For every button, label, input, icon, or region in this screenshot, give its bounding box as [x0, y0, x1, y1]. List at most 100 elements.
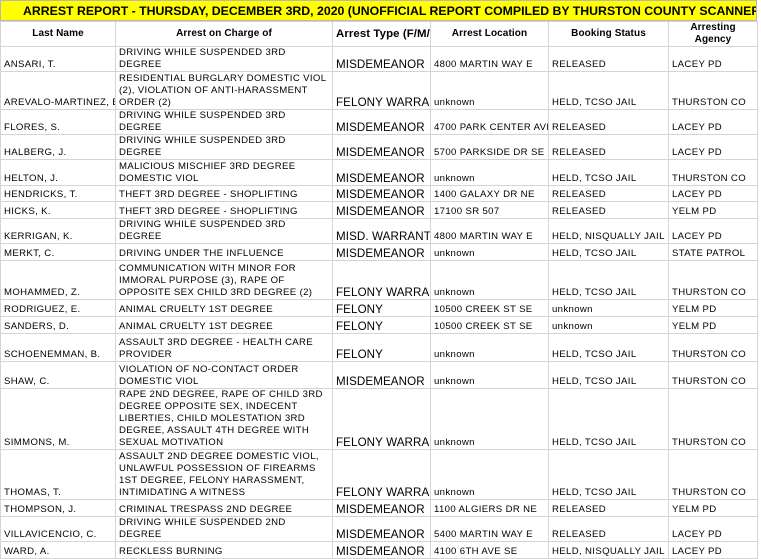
table-cell: 4800 MARTIN WAY E — [430, 218, 549, 244]
table-cell: unknown — [430, 71, 549, 110]
table-cell: WARD, A. — [0, 541, 116, 559]
table-cell: HELD, TCSO JAIL — [548, 159, 669, 186]
table-cell: MISDEMEANOR — [332, 361, 431, 389]
table-cell: RELEASED — [548, 499, 669, 517]
table-row: HELTON, J. MALICIOUS MISCHIEF 3RD DEGREE … — [0, 159, 758, 186]
table-row: SHAW, C. VIOLATION OF NO-CONTACT ORDER DO… — [0, 361, 758, 389]
table-cell: 10500 CREEK ST SE — [430, 299, 549, 317]
table-cell: MISDEMEANOR — [332, 46, 431, 72]
table-cell: MALICIOUS MISCHIEF 3RD DEGREE DOMESTIC V… — [115, 159, 333, 186]
table-cell: THEFT 3RD DEGREE - SHOPLIFTING — [115, 201, 333, 219]
table-cell: HELD, TCSO JAIL — [548, 333, 669, 362]
table-cell: 1400 GALAXY DR NE — [430, 185, 549, 202]
table-row: ANSARI, T. DRIVING WHILE SUSPENDED 3RD DE… — [0, 46, 758, 72]
table-row: MERKT, C. DRIVING UNDER THE INFLUENCE MISD… — [0, 243, 758, 261]
table-row: FLORES, S. DRIVING WHILE SUSPENDED 3RD DE… — [0, 109, 758, 135]
table-cell: MISD. WARRANT — [332, 218, 431, 244]
table-cell: SIMMONS, M. — [0, 388, 116, 450]
table-cell: RELEASED — [548, 46, 669, 72]
table-cell: unknown — [430, 333, 549, 362]
table-cell: HICKS, K. — [0, 201, 116, 219]
table-row: SIMMONS, M. RAPE 2ND DEGREE, RAPE OF CHIL… — [0, 388, 758, 450]
table-cell: HELTON, J. — [0, 159, 116, 186]
table-cell: 1100 ALGIERS DR NE — [430, 499, 549, 517]
table-cell: THURSTON CO — [668, 159, 758, 186]
table-row: THOMPSON, J. CRIMINAL TRESPASS 2ND DEGREE… — [0, 499, 758, 517]
column-header: Arrest on Charge of — [115, 21, 333, 47]
table-row: KERRIGAN, K. DRIVING WHILE SUSPENDED 3RD … — [0, 218, 758, 244]
table-cell: RAPE 2ND DEGREE, RAPE OF CHILD 3RD DEGRE… — [115, 388, 333, 450]
table-cell: 4800 MARTIN WAY E — [430, 46, 549, 72]
table-cell: HELD, TCSO JAIL — [548, 449, 669, 500]
table-row: THOMAS, T. ASSAULT 2ND DEGREE DOMESTIC VI… — [0, 449, 758, 500]
table-row: RODRIGUEZ, E. ANIMAL CRUELTY 1ST DEGREE FE… — [0, 299, 758, 317]
table-cell: ANSARI, T. — [0, 46, 116, 72]
table-cell: unknown — [430, 361, 549, 389]
table-cell: unknown — [548, 299, 669, 317]
table-row: HICKS, K. THEFT 3RD DEGREE - SHOPLIFTING M… — [0, 201, 758, 219]
table-cell: RODRIGUEZ, E. — [0, 299, 116, 317]
table-cell: ASSAULT 2ND DEGREE DOMESTIC VIOL, UNLAWF… — [115, 449, 333, 500]
table-cell: THOMPSON, J. — [0, 499, 116, 517]
table-cell: LACEY PD — [668, 46, 758, 72]
table-cell: unknown — [430, 243, 549, 261]
table-row: SCHOENEMMAN, B. ASSAULT 3RD DEGREE - HEAL… — [0, 333, 758, 362]
table-cell: RELEASED — [548, 201, 669, 219]
table-cell: HELD, TCSO JAIL — [548, 361, 669, 389]
table-cell: THEFT 3RD DEGREE - SHOPLIFTING — [115, 185, 333, 202]
table-cell: SHAW, C. — [0, 361, 116, 389]
table-cell: ASSAULT 3RD DEGREE - HEALTH CARE PROVIDE… — [115, 333, 333, 362]
table-cell: FELONY WARRANT — [332, 449, 431, 500]
table-cell: LACEY PD — [668, 541, 758, 559]
table-cell: THOMAS, T. — [0, 449, 116, 500]
table-cell: FLORES, S. — [0, 109, 116, 135]
table-cell: THURSTON CO — [668, 449, 758, 500]
table-cell: LACEY PD — [668, 516, 758, 542]
table-cell: MISDEMEANOR — [332, 243, 431, 261]
table-cell: SANDERS, D. — [0, 316, 116, 334]
table-row: WARD, A. RECKLESS BURNING MISDEMEANOR 4100 … — [0, 541, 758, 559]
table-cell: CRIMINAL TRESPASS 2ND DEGREE — [115, 499, 333, 517]
table-cell: RELEASED — [548, 134, 669, 160]
table-cell: KERRIGAN, K. — [0, 218, 116, 244]
table-body: ANSARI, T. DRIVING WHILE SUSPENDED 3RD DE… — [0, 46, 758, 559]
table-cell: THURSTON CO — [668, 388, 758, 450]
table-cell: LACEY PD — [668, 218, 758, 244]
table-cell: 4100 6TH AVE SE — [430, 541, 549, 559]
table-cell: LACEY PD — [668, 109, 758, 135]
table-cell: RELEASED — [548, 185, 669, 202]
table-cell: FELONY — [332, 299, 431, 317]
table-cell: THURSTON CO — [668, 260, 758, 300]
table-cell: 5700 PARKSIDE DR SE — [430, 134, 549, 160]
table-row: SANDERS, D. ANIMAL CRUELTY 1ST DEGREE FELO… — [0, 316, 758, 334]
table-cell: MISDEMEANOR — [332, 185, 431, 202]
table-cell: DRIVING WHILE SUSPENDED 3RD DEGREE — [115, 134, 333, 160]
table-cell: HELD, NISQUALLY JAIL — [548, 541, 669, 559]
table-cell: 17100 SR 507 — [430, 201, 549, 219]
table-cell: RESIDENTIAL BURGLARY DOMESTIC VIOL (2), … — [115, 71, 333, 110]
table-cell: THURSTON CO — [668, 333, 758, 362]
table-cell: MISDEMEANOR — [332, 159, 431, 186]
table-cell: YELM PD — [668, 201, 758, 219]
table-cell: FELONY WARRANT — [332, 388, 431, 450]
table-cell: YELM PD — [668, 316, 758, 334]
column-header: Arrest Type (F/M/W — [332, 21, 431, 47]
table-cell: unknown — [430, 388, 549, 450]
table-cell: FELONY — [332, 316, 431, 334]
table-cell: HELD, TCSO JAIL — [548, 71, 669, 110]
table-cell: DRIVING WHILE SUSPENDED 3RD DEGREE — [115, 109, 333, 135]
table-cell: MISDEMEANOR — [332, 516, 431, 542]
table-cell: 4700 PARK CENTER AVE — [430, 109, 549, 135]
table-cell: 5400 MARTIN WAY E — [430, 516, 549, 542]
table-cell: YELM PD — [668, 499, 758, 517]
table-cell: STATE PATROL — [668, 243, 758, 261]
table-cell: MOHAMMED, Z. — [0, 260, 116, 300]
table-cell: LACEY PD — [668, 185, 758, 202]
header-row: Last Name Arrest on Charge of Arrest Type … — [0, 21, 758, 47]
column-header: Arrest Location — [430, 21, 549, 47]
table-row: MOHAMMED, Z. COMMUNICATION WITH MINOR FOR… — [0, 260, 758, 300]
table-cell: DRIVING UNDER THE INFLUENCE — [115, 243, 333, 261]
table-cell: unknown — [430, 260, 549, 300]
